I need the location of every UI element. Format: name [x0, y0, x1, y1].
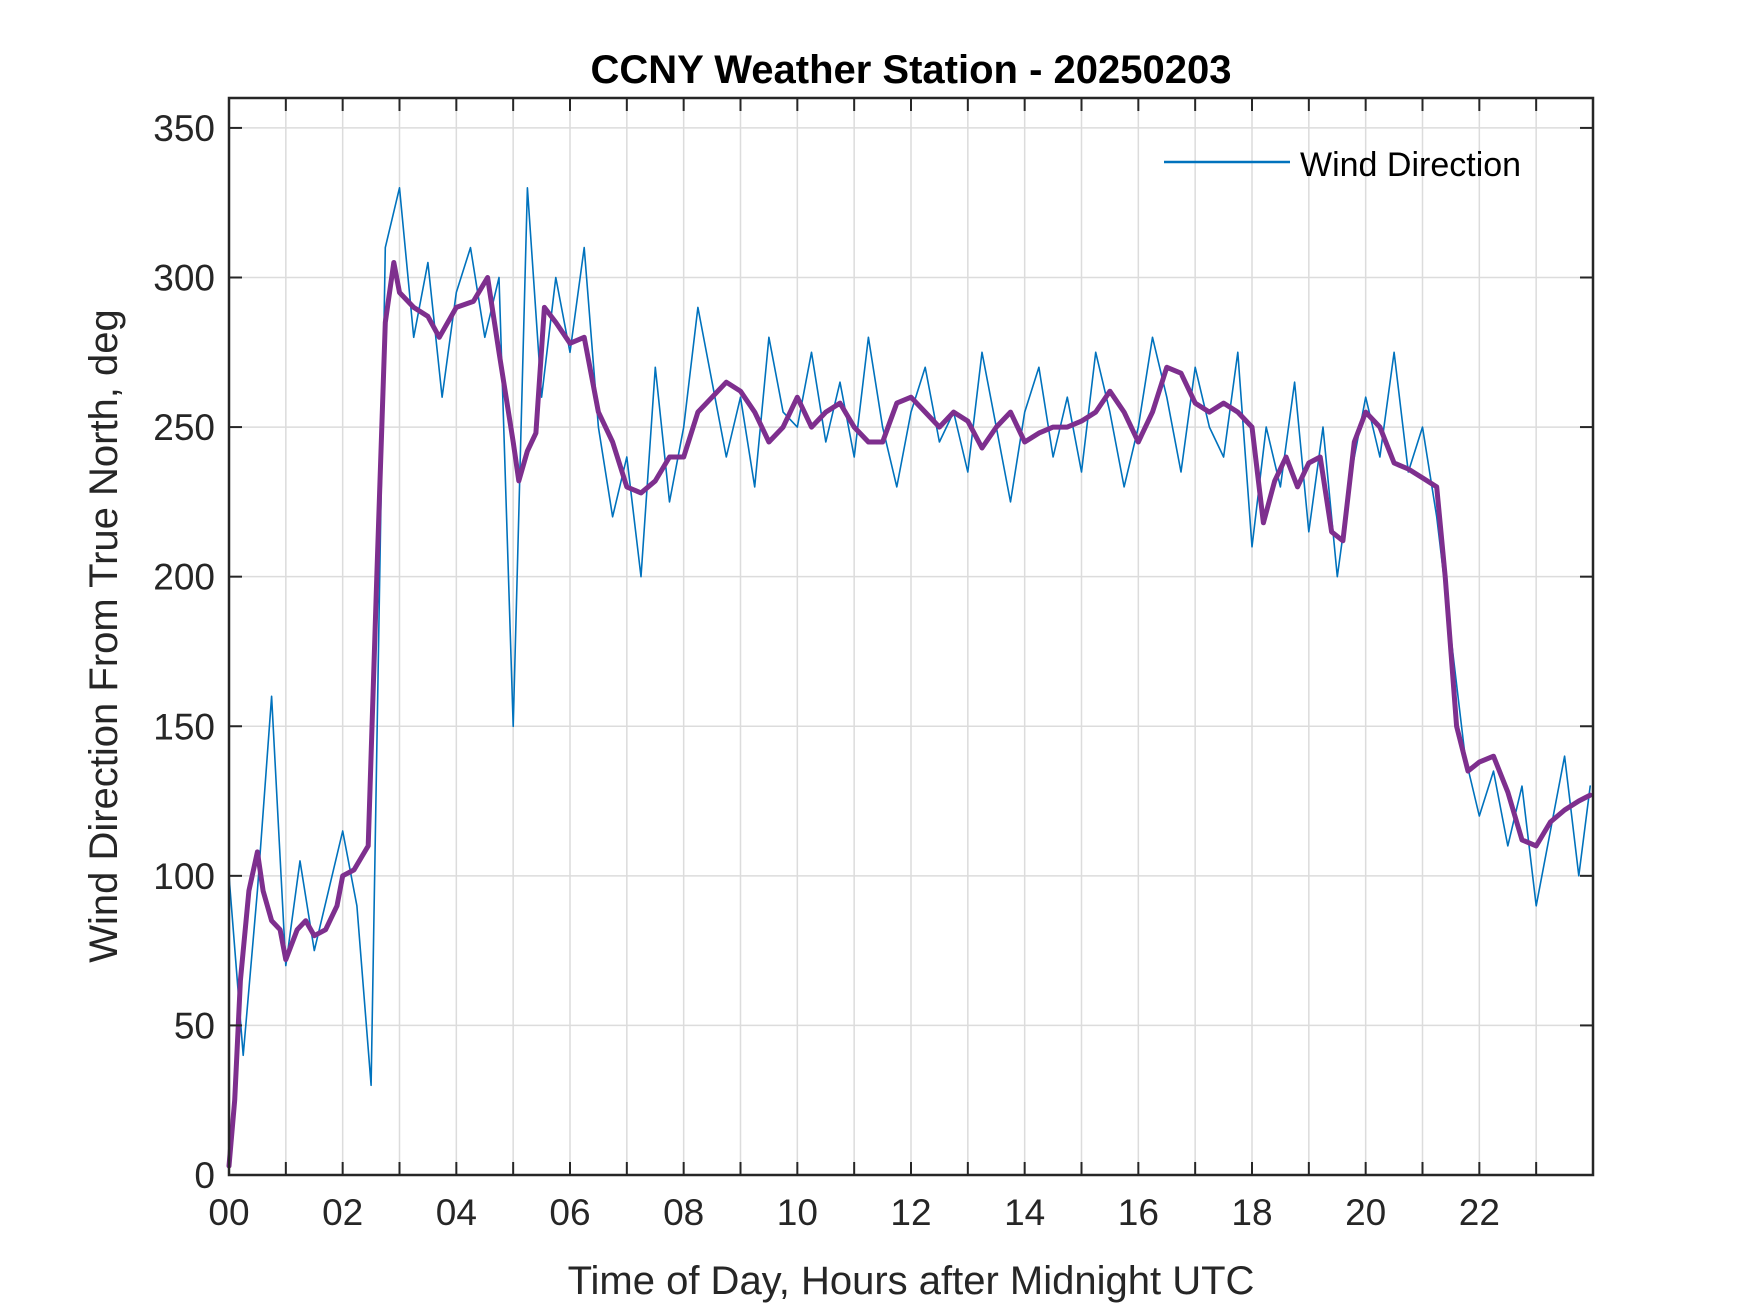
legend: Wind Direction [1164, 146, 1521, 184]
y-tick-label: 200 [153, 557, 215, 598]
x-tick-label: 02 [322, 1192, 363, 1233]
x-axis-label: Time of Day, Hours after Midnight UTC [568, 1259, 1255, 1303]
y-tick-label: 0 [194, 1155, 215, 1196]
y-tick-label: 250 [153, 407, 215, 448]
series-line-smoothed [226, 260, 1593, 1169]
ticks [228, 98, 1594, 1176]
x-tick-label: 06 [549, 1192, 590, 1233]
legend-label: Wind Direction [1300, 146, 1521, 184]
x-tick-label: 10 [777, 1192, 818, 1233]
x-tick-label: 08 [663, 1192, 704, 1233]
x-tick-label: 04 [436, 1192, 477, 1233]
y-tick-label: 350 [153, 108, 215, 149]
y-tick-label: 50 [174, 1005, 215, 1046]
y-tick-label: 300 [153, 258, 215, 299]
chart-title: CCNY Weather Station - 20250203 [591, 48, 1232, 92]
tick-labels: 00 02 04 06 08 10 12 14 16 18 20 22 0 50 100 150 200 250 3… [153, 108, 1500, 1233]
x-tick-label: 22 [1459, 1192, 1500, 1233]
grid [229, 98, 1593, 1175]
x-tick-label: 00 [208, 1192, 249, 1233]
x-tick-label: 14 [1004, 1192, 1045, 1233]
x-tick-label: 20 [1345, 1192, 1386, 1233]
y-tick-label: 150 [153, 706, 215, 747]
x-tick-label: 12 [890, 1192, 931, 1233]
series-line-wind-direction [228, 187, 1591, 1087]
x-tick-label: 18 [1231, 1192, 1272, 1233]
y-axis-label: Wind Direction From True North, deg [82, 309, 126, 963]
y-tick-label: 100 [153, 856, 215, 897]
x-tick-label: 16 [1118, 1192, 1159, 1233]
plot-lines [226, 187, 1593, 1169]
